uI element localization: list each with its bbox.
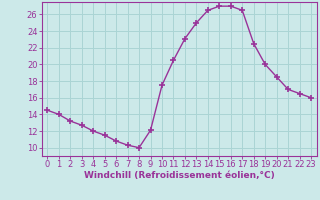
X-axis label: Windchill (Refroidissement éolien,°C): Windchill (Refroidissement éolien,°C) [84, 171, 275, 180]
